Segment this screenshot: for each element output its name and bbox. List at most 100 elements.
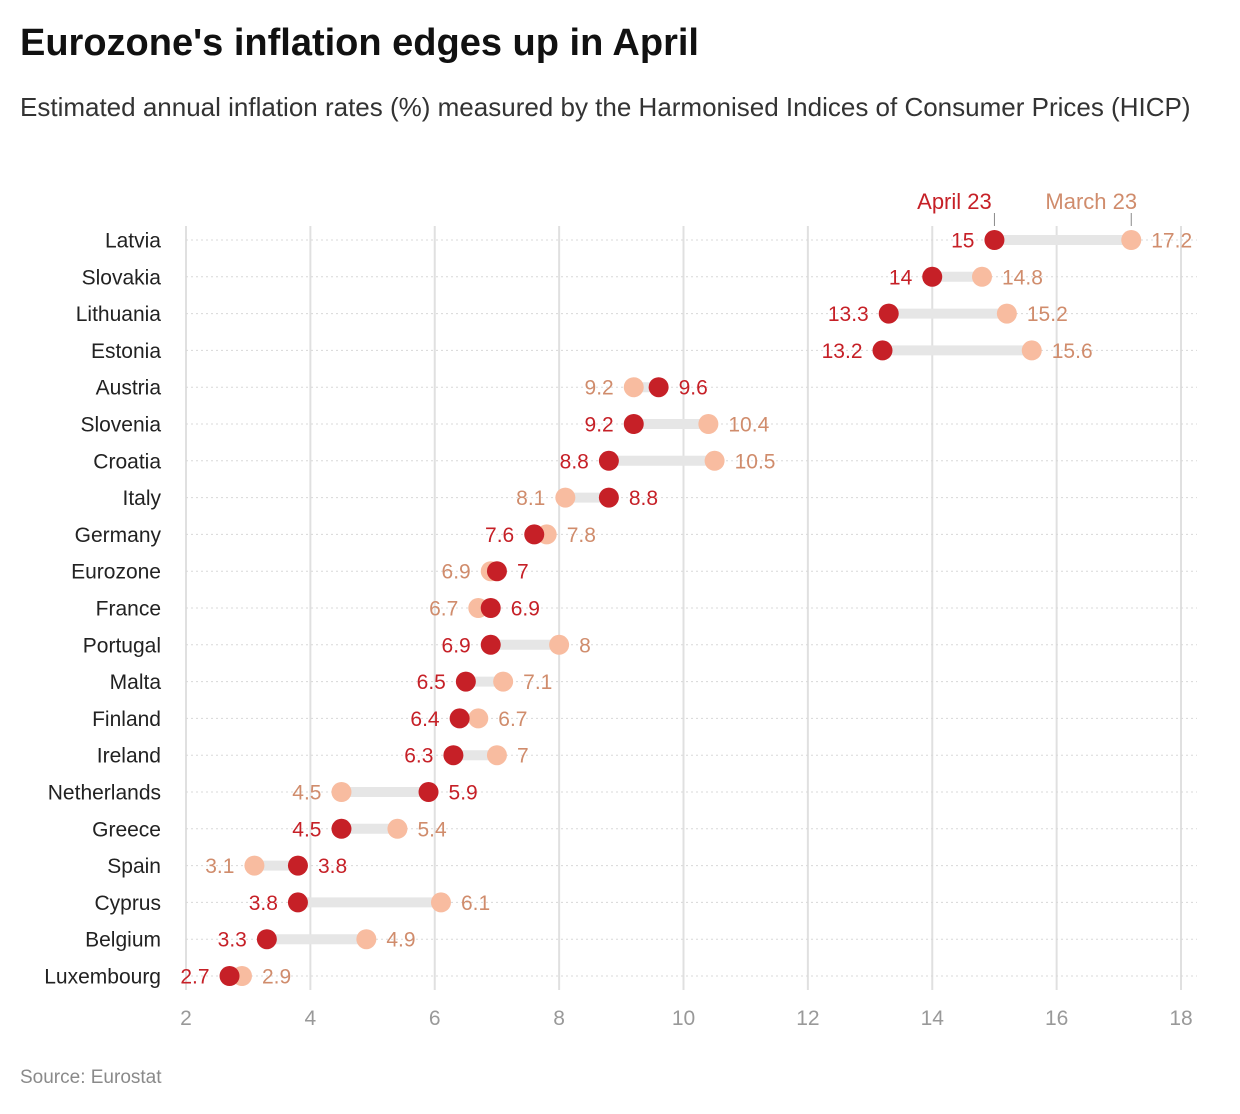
march-value-label: 3.1 [205,855,234,878]
country-label: Germany [75,524,162,547]
april-value-label: 15 [951,230,974,253]
april-value-label: 3.8 [318,855,347,878]
april-dot [984,230,1005,250]
x-tick-label: 18 [1169,1007,1192,1030]
march-value-label: 14.8 [1002,266,1043,289]
march-value-label: 5.4 [417,818,447,841]
april-dot [287,855,308,876]
country-label: Spain [107,855,161,878]
country-label: Estonia [91,340,161,363]
april-dot [598,487,619,508]
march-dot [972,266,992,287]
april-dot [878,303,899,324]
x-tick-label: 14 [921,1007,945,1030]
april-dot [486,561,507,582]
country-label: Belgium [85,929,161,952]
chart-title: Eurozone's inflation edges up in April [20,22,699,64]
april-dot [449,708,470,729]
x-tick-label: 10 [672,1007,695,1030]
april-value-label: 8.8 [629,487,658,510]
country-label: Croatia [93,450,161,473]
country-label: Slovenia [80,414,161,437]
april-value-label: 7.6 [485,524,514,547]
march-value-label: 4.9 [386,929,415,952]
april-dot [872,340,893,361]
april-value-label: 13.2 [822,340,863,363]
march-value-label: 6.7 [429,598,458,621]
march-dot [331,782,352,802]
chart-subtitle: Estimated annual inflation rates (%) mea… [20,92,1191,122]
april-dot [922,266,943,287]
april-dot [256,929,277,950]
march-dot [698,414,719,434]
april-dot [443,745,464,766]
april-dot [331,818,352,839]
march-dot [996,303,1017,324]
april-value-label: 3.8 [249,892,278,915]
march-value-label: 4.5 [292,782,321,805]
march-dot [387,818,408,839]
april-value-label: 9.2 [585,414,614,437]
country-label: Latvia [105,230,161,253]
march-dot [356,929,377,950]
april-dot [219,966,240,986]
x-tick-label: 8 [553,1007,565,1030]
x-tick-label: 2 [180,1007,192,1030]
april-dot [480,598,501,618]
march-dot [623,377,644,398]
april-dot [524,524,545,545]
march-value-label: 7.1 [523,671,552,694]
march-value-label: 6.9 [442,561,471,584]
country-label: Cyprus [94,892,161,915]
country-label: Slovakia [82,266,162,289]
march-dot [493,671,514,692]
march-value-label: 8 [579,634,591,657]
country-label: Netherlands [48,782,161,805]
march-value-label: 6.7 [498,708,527,731]
april-dot [418,782,439,802]
x-tick-label: 4 [305,1007,317,1030]
april-value-label: 6.4 [410,708,440,731]
country-label: France [96,598,161,621]
country-label: Ireland [97,745,161,768]
march-dot [244,855,265,876]
march-value-label: 7.8 [567,524,596,547]
march-value-label: 8.1 [516,487,545,510]
april-value-label: 2.7 [180,966,209,989]
country-label: Greece [92,818,161,841]
march-value-label: 9.2 [585,377,614,400]
march-value-label: 15.2 [1027,303,1068,326]
series-annotation-label: April 23 [917,189,992,214]
april-value-label: 5.9 [449,782,478,805]
april-value-label: 14 [889,266,913,289]
april-value-label: 8.8 [560,450,589,473]
april-value-label: 7 [517,561,529,584]
april-value-label: 6.9 [511,598,540,621]
april-dot [287,892,308,913]
april-dot [648,377,669,398]
march-value-label: 2.9 [262,966,291,989]
march-value-label: 10.4 [728,414,769,437]
april-value-label: 3.3 [218,929,247,952]
april-dot [480,634,501,655]
april-dot [623,414,644,434]
series-annotation-label: March 23 [1045,189,1137,214]
country-label: Finland [92,708,161,731]
april-value-label: 6.3 [404,745,433,768]
source-note: Source: Eurostat [20,1067,162,1088]
march-dot [468,708,489,729]
country-label: Malta [110,671,162,694]
x-tick-label: 12 [796,1007,819,1030]
april-value-label: 6.5 [417,671,446,694]
april-value-label: 4.5 [292,818,321,841]
april-value-label: 6.9 [442,634,471,657]
march-dot [486,745,507,766]
x-tick-label: 6 [429,1007,441,1030]
country-label: Italy [122,487,161,510]
march-dot [704,450,725,471]
march-value-label: 17.2 [1151,230,1192,253]
march-value-label: 10.5 [735,450,776,473]
country-label: Austria [96,377,162,400]
march-dot [549,634,570,655]
